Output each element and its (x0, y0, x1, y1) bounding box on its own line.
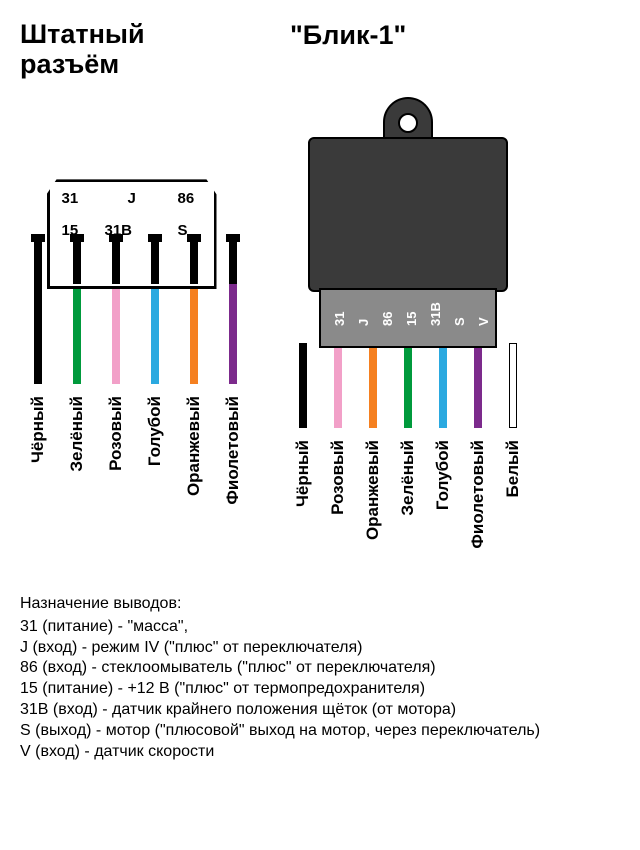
wire-label: Голубой (145, 396, 165, 466)
plug-column: 31 (327, 290, 351, 346)
plug-column: 15 (399, 290, 423, 346)
title-left-line2: разъём (20, 49, 119, 79)
module-wire: Белый (503, 343, 523, 549)
pin-86: 86 (178, 190, 195, 207)
pin-j: J (128, 190, 136, 207)
title-left-line1: Штатный (20, 19, 145, 49)
wire-line (34, 284, 42, 384)
title-left: Штатный разъём (20, 20, 250, 79)
module-wire: Голубой (433, 343, 453, 549)
wire-pin (34, 234, 42, 284)
title-right: "Блик-1" (250, 20, 620, 79)
legend: Назначение выводов: 31 (питание) - "масс… (20, 594, 620, 762)
module-wire: Оранжевый (363, 343, 383, 549)
module-wire-line (334, 343, 342, 428)
module-wire-label: Чёрный (293, 440, 313, 507)
plug-column: V (471, 290, 495, 346)
module-body (308, 137, 508, 292)
legend-line: 15 (питание) - +12 В ("плюс" от термопре… (20, 679, 620, 700)
module-wire-line (474, 343, 482, 428)
legend-line: S (выход) - мотор ("плюсовой" выход на м… (20, 721, 620, 742)
module-wire-line (509, 343, 517, 428)
module-wire-label: Зелёный (398, 440, 418, 516)
standard-connector: 31 J 86 15 31B S ЧёрныйЗелёныйРозовыйГол… (20, 179, 243, 505)
plug-label: 31 (332, 290, 347, 330)
diagrams-row: 31 J 86 15 31B S Чёрный Зелёный Розовый Гол… (20, 89, 620, 549)
plug-label: 15 (404, 290, 419, 330)
wire-line (229, 284, 237, 384)
wire-pin (73, 234, 81, 284)
plug-column: S (447, 290, 471, 346)
module-wire-label: Белый (503, 440, 523, 497)
module-wire: Чёрный (293, 343, 313, 549)
blik-module: 31J8615 31B SV Чёрный Розовый Оранжевый Зелён… (293, 97, 523, 549)
legend-lines: 31 (питание) - "масса",J (вход) - режим … (20, 617, 620, 763)
legend-line: 31 (питание) - "масса", (20, 617, 620, 638)
wire-line (73, 284, 81, 384)
titles: Штатный разъём "Блик-1" (20, 20, 620, 79)
wire-label: Розовый (106, 396, 126, 471)
legend-line: 31B (вход) - датчик крайнего положения щ… (20, 700, 620, 721)
legend-line: J (вход) - режим IV ("плюс" от переключа… (20, 638, 620, 659)
pin-31: 31 (62, 190, 79, 207)
module-wire-line (404, 343, 412, 428)
module-wire: Фиолетовый (468, 343, 488, 549)
module-wire-line (439, 343, 447, 428)
connector-wire: Фиолетовый (223, 234, 243, 505)
wire-line (190, 284, 198, 384)
plug-label: 86 (380, 290, 395, 330)
plug-label: V (476, 290, 491, 330)
wire-label: Оранжевый (184, 396, 204, 496)
plug-label: 31B (428, 290, 443, 330)
wire-label: Зелёный (67, 396, 87, 472)
pin-s: S (178, 222, 188, 239)
module-wire: Зелёный (398, 343, 418, 549)
wire-pin (112, 234, 120, 284)
module-plug: 31J8615 31B SV (319, 288, 497, 348)
connector-wire: Чёрный (28, 234, 48, 505)
plug-column: 31B (423, 290, 447, 346)
wire-pin (229, 234, 237, 284)
legend-title: Назначение выводов: (20, 594, 620, 615)
module-wire-label: Оранжевый (363, 440, 383, 540)
wire-pin (190, 234, 198, 284)
module-wire-line (299, 343, 307, 428)
plug-column: J (351, 290, 375, 346)
module-wire-label: Розовый (328, 440, 348, 515)
module-wire: Розовый (328, 343, 348, 549)
legend-line: 86 (вход) - стеклоомыватель ("плюс" от п… (20, 658, 620, 679)
plug-label: J (356, 290, 371, 330)
wire-line (112, 284, 120, 384)
plug-label: S (452, 290, 467, 330)
plug-column: 86 (375, 290, 399, 346)
legend-line: V (вход) - датчик скорости (20, 742, 620, 763)
module-wire-label: Фиолетовый (468, 440, 488, 549)
wire-pin (151, 234, 159, 284)
module-mount-tab (383, 97, 433, 137)
wire-label: Фиолетовый (223, 396, 243, 505)
module-wire-label: Голубой (433, 440, 453, 510)
module-wires: Чёрный Розовый Оранжевый Зелёный Голубой Фиол… (293, 343, 523, 549)
wire-label: Чёрный (28, 396, 48, 463)
module-wire-line (369, 343, 377, 428)
wire-line (151, 284, 159, 384)
